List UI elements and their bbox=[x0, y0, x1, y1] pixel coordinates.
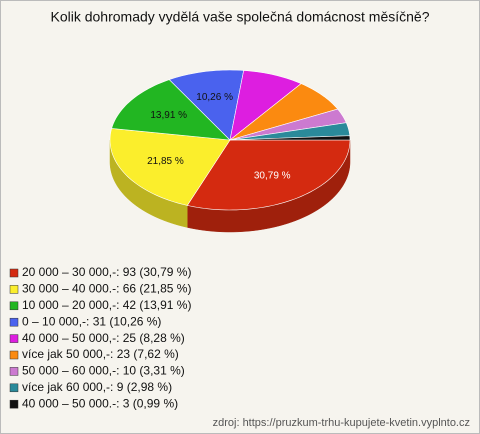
legend-label: 20 000 – 30 000,-: 93 (30,79 %) bbox=[22, 265, 191, 279]
value-label: 21,85 % bbox=[147, 156, 184, 167]
slice bbox=[109, 128, 231, 206]
legend-swatch bbox=[9, 383, 19, 393]
source: zdroj: https://pruzkum-trhu-kupujete-kve… bbox=[213, 417, 470, 429]
legend-label: 30 000 – 40 000.-: 66 (21,85 %) bbox=[22, 282, 191, 296]
value-label: 13,91 % bbox=[150, 110, 187, 121]
legend-swatch bbox=[9, 399, 19, 409]
slice bbox=[186, 139, 351, 211]
slice bbox=[168, 69, 245, 141]
value-label: 10,26 % bbox=[196, 92, 233, 103]
legend-swatch bbox=[9, 268, 19, 278]
legend-label: 0 – 10 000,-: 31 (10,26 %) bbox=[22, 314, 161, 328]
slice bbox=[229, 70, 302, 141]
legend-swatch bbox=[9, 367, 19, 376]
chart-title: Kolik dohromady vydělá vaše společná dom… bbox=[51, 9, 430, 25]
legend-label: více jak 50 000,-: 23 (7,62 %) bbox=[22, 347, 179, 361]
legend-label: více jak 60 000,-: 9 (2,98 %) bbox=[22, 380, 172, 394]
legend-swatch bbox=[9, 301, 19, 311]
legend-swatch bbox=[9, 334, 19, 343]
legend-label: 10 000 – 20 000,-: 42 (13,91 %) bbox=[22, 298, 191, 312]
slice bbox=[229, 135, 351, 141]
legend-swatch bbox=[9, 350, 19, 360]
legend-label: 40 000 – 50 000,-: 25 (8,28 %) bbox=[22, 331, 185, 345]
slice bbox=[229, 108, 347, 141]
slice bbox=[229, 83, 339, 141]
legend-swatch bbox=[9, 285, 19, 294]
value-label: 30,79 % bbox=[254, 170, 291, 181]
legend-label: 40 000 – 50 000.-: 3 (0,99 %) bbox=[22, 396, 178, 410]
legend-label: 50 000 – 60 000,-: 10 (3,31 %) bbox=[22, 364, 185, 378]
slice bbox=[111, 79, 231, 141]
legend-swatch bbox=[9, 317, 19, 327]
slice bbox=[229, 122, 351, 141]
